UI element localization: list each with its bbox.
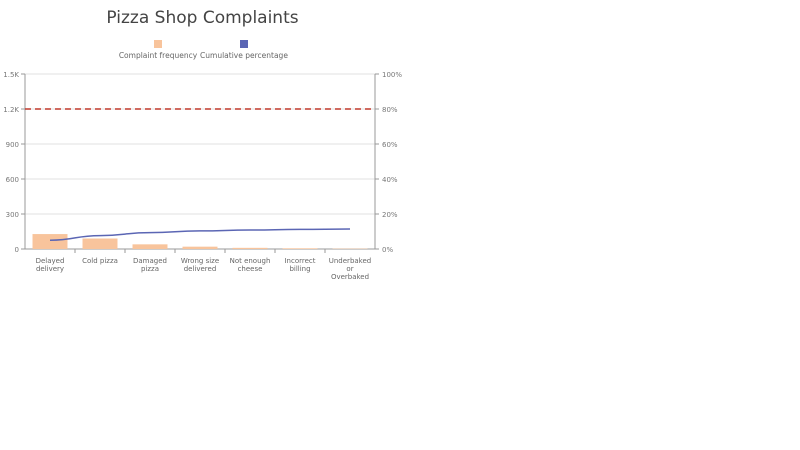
legend-label: Complaint frequency xyxy=(118,51,198,60)
x-tick-label: Not enough xyxy=(230,257,271,265)
cumulative-line xyxy=(49,228,351,241)
bar xyxy=(132,244,168,249)
y-right-tick-label: 80% xyxy=(382,106,398,114)
x-tick-label: delivered xyxy=(184,265,217,273)
y-right-tick-label: 40% xyxy=(382,176,398,184)
legend-item-cumulative[interactable]: Cumulative percentage xyxy=(200,40,288,60)
x-tick-label: cheese xyxy=(238,265,263,273)
x-tick-label: Damaged xyxy=(133,257,167,265)
x-tick-label: Underbaked xyxy=(329,257,371,265)
legend-swatch-icon xyxy=(154,40,162,48)
bar xyxy=(282,248,318,249)
x-tick-label: billing xyxy=(289,265,310,273)
legend-item-frequency[interactable]: Complaint frequency xyxy=(118,40,198,60)
y-right-tick-label: 0% xyxy=(382,246,393,254)
y-right-tick-label: 60% xyxy=(382,141,398,149)
x-tick-label: Wrong size xyxy=(181,257,219,265)
x-tick-label: Cold pizza xyxy=(82,257,118,265)
bar xyxy=(232,247,268,249)
chart-title: Pizza Shop Complaints xyxy=(106,8,299,28)
bar xyxy=(82,238,118,249)
y-left-tick-label: 0 xyxy=(15,246,19,254)
x-tick-label: delivery xyxy=(36,265,64,273)
y-left-tick-label: 1.5K xyxy=(3,71,19,79)
y-right-tick-label: 20% xyxy=(382,211,398,219)
y-right-tick-label: 100% xyxy=(382,71,402,79)
y-left-tick-label: 600 xyxy=(6,176,19,184)
x-tick-label: pizza xyxy=(141,265,159,273)
bar xyxy=(32,234,68,249)
legend-label: Cumulative percentage xyxy=(200,51,288,60)
x-tick-label: Incorrect xyxy=(284,257,315,265)
chart-legend: Complaint frequency Cumulative percentag… xyxy=(0,40,405,64)
y-left-tick-label: 300 xyxy=(6,211,19,219)
x-tick-label: Delayed xyxy=(36,257,65,265)
x-tick-label: Overbaked xyxy=(331,273,369,281)
legend-swatch-icon xyxy=(240,40,248,48)
y-left-tick-label: 900 xyxy=(6,141,19,149)
bar xyxy=(182,246,218,249)
x-tick-label: or xyxy=(346,265,353,273)
y-left-tick-label: 1.2K xyxy=(3,106,19,114)
